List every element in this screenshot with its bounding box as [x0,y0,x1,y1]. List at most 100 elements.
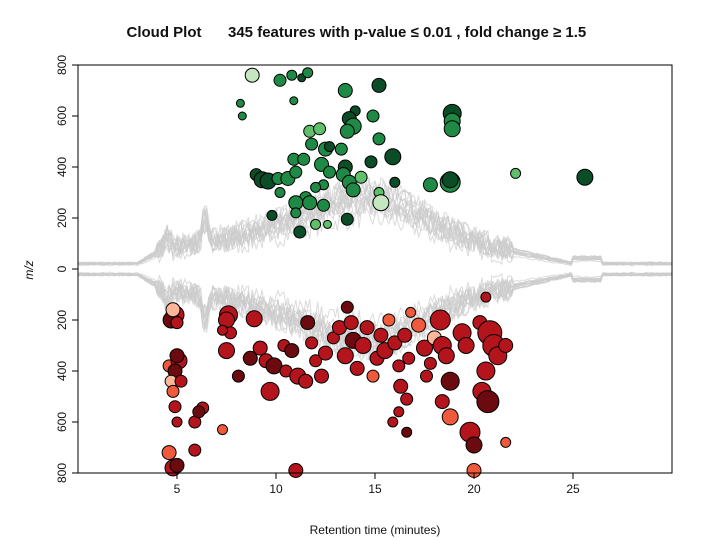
feature-point-up [274,187,286,198]
y-lower-tick-label: 800 [55,463,69,483]
feature-point-down [440,371,460,391]
feature-point-down [288,463,304,478]
feature-point-up [289,165,303,179]
feature-point-down [309,354,323,368]
feature-point-up [339,123,355,139]
feature-point-up [337,83,353,98]
feature-point-down [336,347,354,365]
plot-frame [77,64,673,474]
y-upper-tick-label: 400 [55,157,69,177]
feature-point-down [457,337,475,354]
tic-trace-lower [77,272,673,346]
tic-trace-upper [77,192,673,266]
feature-point-down [480,291,492,303]
feature-point-up [266,209,278,221]
feature-point-down [218,342,235,360]
feature-point-down [260,381,280,401]
feature-point-up [289,96,299,106]
feature-point-down [373,327,389,343]
x-tick-label: 10 [269,482,283,496]
x-axis: 5 10 15 20 25 [174,473,580,496]
feature-point-up [313,122,327,136]
feature-point-up [384,148,402,166]
feature-point-down [340,300,354,314]
feature-point-up [323,165,336,179]
chart-subtitle: 345 features with p-value ≤ 0.01 , fold … [228,24,586,41]
feature-point-up [297,152,311,166]
feature-points [161,67,594,478]
feature-point-up [290,207,302,219]
feature-point-up [237,111,247,121]
tic-trace-upper [77,175,673,264]
x-tick-label: 5 [174,482,181,496]
feature-point-down [366,369,380,383]
x-tick-label: 20 [467,482,481,496]
feature-point-down [169,348,185,364]
feature-point-down [420,369,433,383]
feature-point-down [284,343,300,359]
feature-point-up [340,212,354,226]
feature-point-up [305,137,319,151]
feature-point-down [359,320,375,336]
tic-trace-lower [77,272,673,343]
feature-point-down [300,315,316,331]
feature-point-up [235,98,245,108]
feature-point-down [314,368,329,384]
feature-point-down [387,335,403,351]
feature-point-down [397,327,413,343]
y-lower-tick-label: 600 [55,412,69,432]
y-upper-tick-label: 200 [55,208,69,228]
feature-point-down [402,351,416,365]
feature-point-up [286,69,298,81]
feature-point-down [217,424,228,436]
feature-point-up [354,170,368,184]
feature-point-down [387,416,399,428]
feature-point-down [174,374,188,388]
feature-point-up [334,142,348,156]
feature-point-down [476,390,500,414]
feature-point-up [372,132,386,146]
y-lower-tick-label: 400 [55,361,69,381]
feature-point-down [393,378,409,394]
feature-point-up [302,67,314,79]
feature-point-down [434,394,450,410]
feature-point-down [441,408,459,426]
x-tick-label: 15 [368,482,382,496]
feature-point-down [252,340,268,356]
feature-point-down [245,310,263,328]
feature-point-down [405,306,417,318]
feature-point-up [422,177,438,193]
feature-point-up [244,67,260,83]
feature-point-down [437,347,455,365]
x-tick-label: 25 [566,482,580,496]
feature-point-down [161,445,177,461]
feature-point-up [345,182,361,198]
feature-point-up [293,225,307,239]
feature-point-down [170,316,184,330]
feature-point-down [231,369,245,383]
feature-point-down [500,436,512,448]
feature-point-up [323,219,332,229]
feature-point-down [169,457,185,473]
chart-title: Cloud Plot [127,24,202,41]
feature-point-down [242,350,258,366]
feature-point-up [366,109,380,123]
y-axis-label: m/z [22,260,36,279]
feature-point-down [401,426,413,438]
feature-point-down [498,338,514,353]
feature-point-down [349,360,365,376]
feature-point-up [443,120,461,138]
feature-point-down [429,309,451,331]
y-upper-tick-label: 800 [55,55,69,75]
feature-point-down [168,400,182,414]
feature-point-up [576,168,594,186]
feature-point-down [416,339,433,357]
y-lower-tick-label: 200 [55,310,69,330]
feature-point-up [317,198,330,212]
feature-point-down [392,359,406,373]
feature-point-up [364,155,378,169]
feature-point-up [510,167,522,179]
feature-point-down [393,406,405,418]
feature-point-down [305,336,319,350]
